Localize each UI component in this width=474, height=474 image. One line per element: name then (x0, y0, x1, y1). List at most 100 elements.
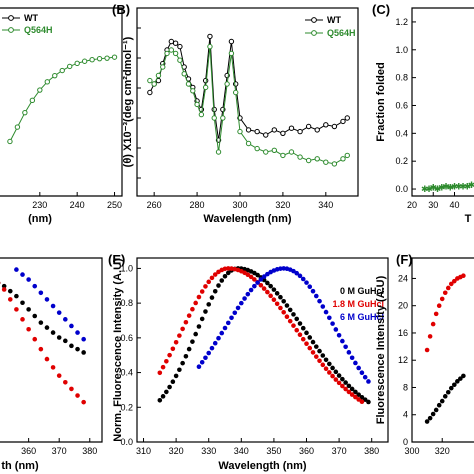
panel-e-series-1-point (271, 297, 277, 303)
panel-e-series-0-point (340, 376, 345, 382)
panel-f-ytick-label: 8 (403, 382, 408, 392)
panel-d-series-1-point (26, 326, 31, 332)
panel-a-legend-q564h-marker (8, 27, 14, 33)
panel-d-series-2-point (20, 272, 25, 277)
panel-b: (B) 260 280 300 320 340 Wavelength (nm) (θ) X10… (112, 2, 359, 225)
panel-d-series-2-point (56, 310, 62, 315)
panel-e-series-2-point (304, 280, 309, 285)
panel-e-series-0-point (173, 373, 179, 379)
panel-e-frame (136, 257, 389, 443)
panel-f-ytick-label: 0 (403, 437, 408, 447)
panel-c-point: ✱ (421, 185, 429, 195)
panel-e-series-1-point (320, 362, 326, 368)
panel-b-series-1-point (190, 88, 196, 94)
panel-d-series-1-point (38, 346, 44, 352)
panel-a-point (74, 60, 80, 67)
panel-b-legend-q564h-marker (311, 30, 317, 36)
panel-d-series-1-point (81, 399, 86, 405)
panel-e-series-1-point (359, 399, 365, 405)
panel-e-series-1-point (340, 383, 345, 389)
panel-e-series-2-point (356, 365, 361, 371)
panel-f-series-1-point (439, 398, 445, 404)
panel-e-series-1-point (284, 314, 290, 320)
panel-b-series-0-point (271, 127, 278, 133)
panel-e-series-2-point (320, 304, 326, 309)
panel-c-ytick-label: 0.8 (395, 73, 408, 83)
panel-e-series-0-point (268, 283, 273, 289)
panel-f-series-1-point (458, 376, 463, 381)
panel-e-series-2-point (245, 291, 251, 297)
panel-f-series-0-point (433, 311, 439, 317)
panel-e-series-0-point (225, 270, 231, 276)
panel-e-series-0-point (343, 380, 348, 385)
panel-e-series-0-point (310, 339, 316, 345)
panel-e-xtick-label: 330 (201, 446, 216, 456)
panel-d-series-2-point (44, 297, 50, 302)
panel-d-series-0-point (7, 288, 13, 294)
panel-a-xtick-label: 240 (70, 200, 85, 210)
panel-e-series-1-point (190, 306, 195, 312)
panel-a-frame (0, 7, 123, 197)
panel-b-series-1-point (340, 156, 346, 162)
panel-c-point: ✱ (434, 185, 442, 195)
panel-c-frame (411, 7, 474, 197)
panel-e-series-0-point (313, 344, 319, 349)
panel-e-series-0-point (307, 335, 313, 340)
panel-f-series-1-point (433, 407, 439, 413)
panel-e-series-2-point (336, 332, 342, 338)
panel-e-series-0-point (199, 316, 205, 322)
panel-e-xtick-label: 320 (169, 446, 184, 456)
panel-e-series-1-point (291, 323, 296, 328)
panel-e: (E) 0.0 0.2 0.4 0.6 0.8 1.0 310 320 330 340 350 360 3… (108, 252, 389, 472)
panel-e-series-0-point (330, 365, 335, 371)
panel-e-series-1-point (274, 301, 280, 307)
panel-e-series-0-point (281, 298, 286, 304)
panel-b-series-0-point (172, 40, 179, 46)
panel-e-series-0-point (180, 360, 185, 366)
panel-e-series-2-point (255, 280, 260, 285)
panel-f-series-0-point (424, 347, 430, 353)
panel-a-point (7, 138, 13, 145)
panel-e-series-1-point (160, 364, 166, 370)
panel-c-point: ✱ (455, 182, 463, 192)
panel-b-series-1-point (172, 50, 179, 57)
panel-a-point (59, 67, 65, 74)
panel-f-series-1-point (427, 415, 433, 421)
panel-e-series-2-point (343, 344, 348, 350)
panel-a-legend-wt: WT (24, 13, 38, 23)
panel-e-legend-0: 0 M GuHcl (340, 286, 384, 296)
panel-b-series-0-point (245, 127, 252, 133)
panel-d-series-0-point (26, 307, 31, 312)
panel-c-ytick-label: 1.0 (395, 45, 408, 55)
panel-a-point (22, 109, 28, 116)
panel-f-ylabel: Fluorescence Intensity (A.U) (375, 275, 387, 424)
panel-b-series-1-point (155, 72, 162, 79)
panel-e-series-2-point (203, 355, 208, 361)
panel-f-series-0-point (436, 303, 442, 309)
panel-e-series-1-point (212, 272, 218, 277)
panel-a-xtick-label: 230 (32, 200, 47, 210)
panel-e-series-1-point (252, 277, 257, 282)
panel-e-series-2-point (225, 320, 231, 326)
panel-e-xtick-label: 370 (332, 446, 347, 456)
panel-b-xtick-label: 260 (147, 200, 162, 210)
panel-e-xlabel: Wavelength (nm) (218, 460, 307, 472)
panel-e-series-0-point (222, 273, 228, 279)
panel-c-ylabel: Fraction folded (375, 62, 387, 141)
panel-e-series-1-point (336, 380, 342, 386)
panel-b-series-0-point (323, 122, 329, 128)
panel-b-series-0-point (177, 43, 183, 50)
panel-a-point (44, 79, 50, 85)
panel-f-series-1-point (430, 411, 436, 417)
panel-e-series-1-point (186, 313, 192, 318)
panel-b-series-1-point (323, 159, 329, 165)
panel-e-series-1-point (170, 346, 176, 352)
panel-f-ytick-label: 12 (398, 355, 408, 365)
panel-b-legend-q564h: Q564H (327, 28, 356, 38)
panel-a-point (89, 57, 95, 63)
panel-d-series-2-point (26, 277, 31, 282)
panel-d-series-1-point (63, 379, 68, 385)
panel-d-series-2-point (38, 290, 44, 296)
panel-e-series-1-point (294, 327, 300, 333)
